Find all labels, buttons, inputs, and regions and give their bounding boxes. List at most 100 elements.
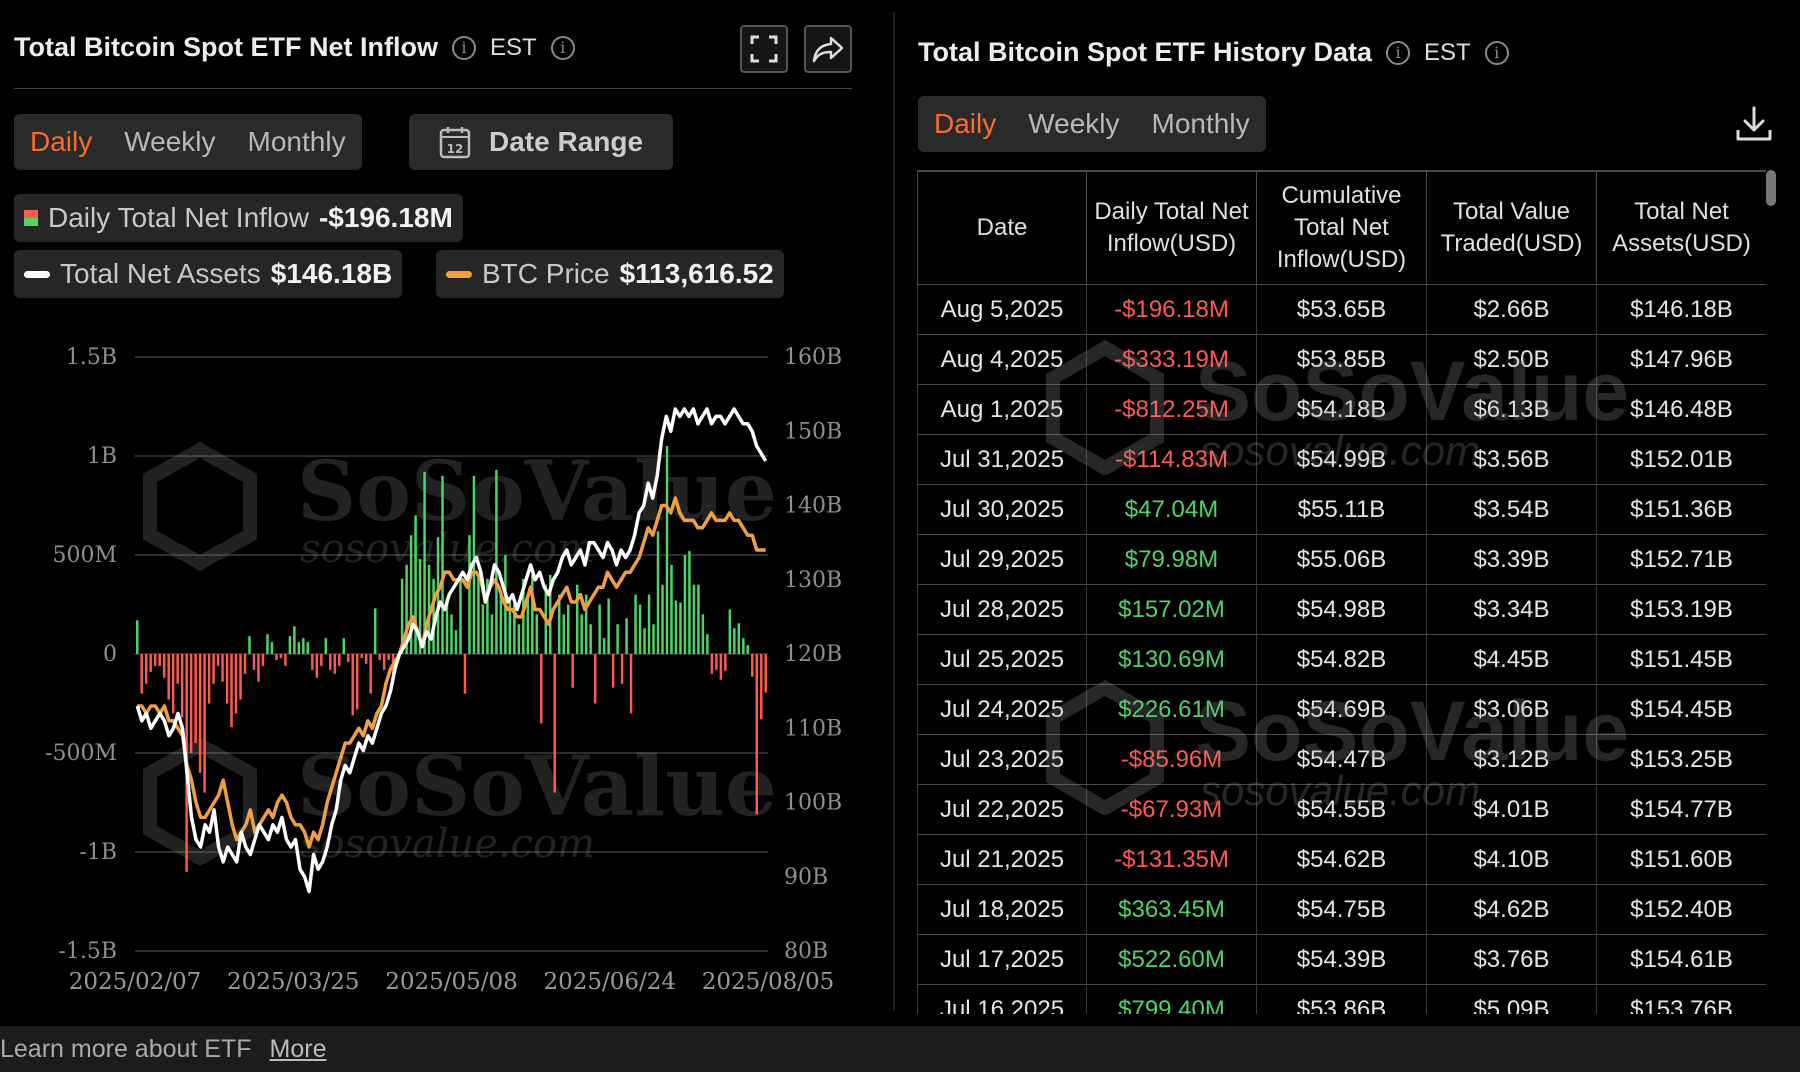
inflow-bar[interactable] bbox=[679, 602, 682, 654]
inflow-bar[interactable] bbox=[737, 623, 741, 654]
inflow-bar[interactable] bbox=[355, 654, 359, 710]
inflow-bar[interactable] bbox=[593, 654, 597, 704]
info-icon[interactable]: i bbox=[451, 35, 476, 60]
inflow-bar[interactable] bbox=[364, 654, 368, 664]
table-row[interactable]: Jul 24,2025 $226.61M $54.69B $3.06B $154.45B bbox=[917, 684, 1766, 735]
inflow-bar[interactable] bbox=[261, 654, 265, 666]
inflow-bar[interactable] bbox=[670, 564, 673, 654]
inflow-bar[interactable] bbox=[445, 598, 449, 654]
inflow-bar[interactable] bbox=[562, 614, 565, 654]
inflow-bar[interactable] bbox=[508, 598, 512, 654]
download-button[interactable] bbox=[1734, 104, 1774, 149]
inflow-bar[interactable] bbox=[409, 535, 413, 654]
tab-monthly[interactable]: Monthly bbox=[247, 126, 346, 157]
inflow-bar[interactable] bbox=[495, 469, 498, 654]
inflow-bar[interactable] bbox=[665, 446, 669, 654]
inflow-bar[interactable] bbox=[733, 628, 736, 654]
table-row[interactable]: Jul 23,2025 -$85.96M $54.47B $3.12B $153.25B bbox=[917, 734, 1766, 785]
inflow-bar[interactable] bbox=[760, 654, 763, 720]
inflow-bar[interactable] bbox=[320, 654, 323, 666]
inflow-bar[interactable] bbox=[755, 654, 759, 815]
inflow-bar[interactable] bbox=[171, 654, 175, 714]
inflow-bar[interactable] bbox=[531, 574, 534, 654]
inflow-bar[interactable] bbox=[418, 558, 422, 654]
inflow-bar[interactable] bbox=[571, 654, 574, 688]
inflow-bar[interactable] bbox=[293, 626, 296, 654]
inflow-bar[interactable] bbox=[230, 654, 233, 728]
inflow-bar[interactable] bbox=[149, 654, 152, 672]
inflow-bar[interactable] bbox=[427, 564, 431, 654]
inflow-bar[interactable] bbox=[742, 638, 745, 654]
inflow-bar[interactable] bbox=[589, 624, 592, 654]
inflow-bar[interactable] bbox=[212, 654, 215, 684]
inflow-bar[interactable] bbox=[338, 654, 341, 666]
inflow-bar[interactable] bbox=[472, 475, 476, 654]
inflow-bar[interactable] bbox=[180, 654, 184, 718]
inflow-bar[interactable] bbox=[162, 654, 166, 678]
legend-assets[interactable]: Total Net Assets $146.18B bbox=[14, 250, 403, 298]
fullscreen-button[interactable] bbox=[740, 25, 788, 73]
inflow-bar[interactable] bbox=[540, 654, 543, 724]
inflow-bar[interactable] bbox=[584, 594, 588, 654]
inflow-bar[interactable] bbox=[441, 475, 444, 654]
inflow-bar[interactable] bbox=[400, 578, 404, 654]
inflow-bar[interactable] bbox=[450, 614, 453, 654]
inflow-bar[interactable] bbox=[746, 645, 750, 654]
inflow-bar[interactable] bbox=[625, 618, 628, 654]
inflow-bar[interactable] bbox=[270, 642, 274, 654]
inflow-bar[interactable] bbox=[611, 654, 615, 688]
tab-monthly[interactable]: Monthly bbox=[1151, 108, 1250, 139]
inflow-bar[interactable] bbox=[153, 654, 157, 666]
tab-daily[interactable]: Daily bbox=[30, 126, 93, 157]
inflow-bar[interactable] bbox=[647, 594, 651, 654]
inflow-bar[interactable] bbox=[566, 604, 570, 655]
inflow-bar[interactable] bbox=[683, 555, 687, 654]
column-header-value-traded[interactable]: Total Value Traded(USD) bbox=[1426, 170, 1597, 285]
column-header-cumulative-inflow[interactable]: Cumulative Total Net Inflow(USD) bbox=[1256, 170, 1427, 285]
table-row[interactable]: Aug 1,2025 -$812.25M $54.18B $6.13B $146.48B bbox=[917, 384, 1766, 435]
inflow-bar[interactable] bbox=[382, 654, 386, 670]
inflow-bar[interactable] bbox=[423, 471, 426, 654]
inflow-bar[interactable] bbox=[634, 594, 637, 654]
inflow-bar[interactable] bbox=[252, 654, 256, 670]
inflow-bar[interactable] bbox=[234, 654, 238, 714]
inflow-bar[interactable] bbox=[248, 636, 251, 654]
share-button[interactable] bbox=[804, 25, 852, 73]
inflow-bar[interactable] bbox=[580, 614, 583, 654]
tab-daily[interactable]: Daily bbox=[934, 108, 997, 139]
legend-inflow[interactable]: Daily Total Net Inflow -$196.18M bbox=[14, 194, 463, 242]
inflow-bar[interactable] bbox=[279, 654, 283, 658]
inflow-bar[interactable] bbox=[481, 604, 485, 655]
inflow-bar[interactable] bbox=[643, 628, 646, 654]
inflow-bar[interactable] bbox=[436, 537, 440, 654]
inflow-bar[interactable] bbox=[751, 654, 754, 677]
inflow-bar[interactable] bbox=[194, 654, 197, 744]
inflow-bar[interactable] bbox=[454, 630, 458, 654]
tab-weekly[interactable]: Weekly bbox=[124, 126, 216, 157]
tab-weekly[interactable]: Weekly bbox=[1028, 108, 1120, 139]
inflow-bar[interactable] bbox=[207, 654, 211, 704]
inflow-bar[interactable] bbox=[432, 578, 435, 654]
inflow-bar[interactable] bbox=[490, 614, 494, 654]
inflow-bar[interactable] bbox=[333, 654, 337, 674]
inflow-bar[interactable] bbox=[486, 578, 489, 654]
inflow-bar[interactable] bbox=[239, 654, 242, 700]
inflow-bar[interactable] bbox=[324, 638, 328, 654]
table-row[interactable]: Aug 5,2025 -$196.18M $53.65B $2.66B $146.18B bbox=[917, 284, 1766, 335]
inflow-bar[interactable] bbox=[351, 654, 354, 716]
table-row[interactable]: Jul 18,2025 $363.45M $54.75B $4.62B $152.40B bbox=[917, 884, 1766, 935]
table-row[interactable]: Jul 29,2025 $79.98M $55.06B $3.39B $152.71B bbox=[917, 534, 1766, 585]
inflow-bar[interactable] bbox=[463, 654, 467, 694]
inflow-bar[interactable] bbox=[140, 654, 143, 694]
inflow-bar[interactable] bbox=[620, 654, 624, 684]
inflow-bar[interactable] bbox=[724, 654, 727, 671]
inflow-bar[interactable] bbox=[347, 654, 350, 662]
table-row[interactable]: Jul 21,2025 -$131.35M $54.62B $4.10B $151.60… bbox=[917, 834, 1766, 885]
inflow-bar[interactable] bbox=[468, 535, 471, 654]
legend-price[interactable]: BTC Price $113,616.52 bbox=[436, 250, 784, 298]
inflow-bar[interactable] bbox=[329, 654, 332, 670]
net-assets-line[interactable] bbox=[135, 407, 768, 894]
inflow-bar[interactable] bbox=[656, 531, 660, 654]
inflow-bar[interactable] bbox=[607, 598, 610, 654]
inflow-bar[interactable] bbox=[373, 608, 377, 654]
